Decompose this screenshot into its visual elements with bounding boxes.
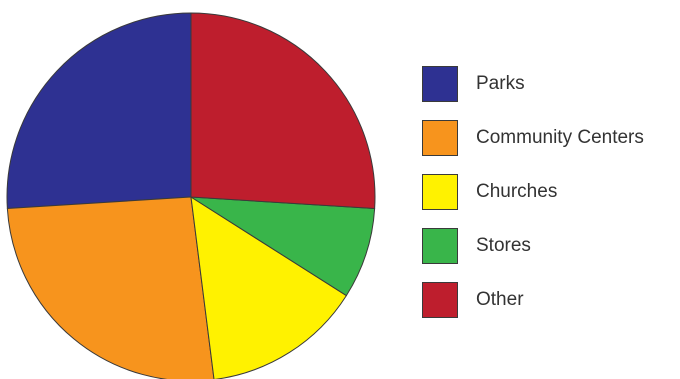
legend-item-parks: Parks: [422, 66, 644, 102]
legend-item-community-centers: Community Centers: [422, 120, 644, 156]
legend-swatch-parks: [422, 66, 458, 102]
legend-label-parks: Parks: [476, 73, 525, 94]
legend: Parks Community Centers Churches Stores …: [422, 66, 644, 336]
legend-item-stores: Stores: [422, 228, 644, 264]
pie-slice-other: [190, 12, 376, 210]
legend-swatch-other: [422, 282, 458, 318]
pie-slice-parks: [6, 12, 192, 210]
pie-slice-churches: [190, 196, 347, 379]
pie-slice-stores: [190, 196, 376, 297]
legend-label-other: Other: [476, 289, 524, 310]
legend-item-churches: Churches: [422, 174, 644, 210]
pie-chart: [6, 12, 376, 379]
legend-label-churches: Churches: [476, 181, 558, 202]
legend-label-community-centers: Community Centers: [476, 127, 644, 148]
legend-swatch-churches: [422, 174, 458, 210]
legend-swatch-community-centers: [422, 120, 458, 156]
legend-swatch-stores: [422, 228, 458, 264]
legend-label-stores: Stores: [476, 235, 531, 256]
pie-slice-community-centers: [6, 196, 215, 379]
legend-item-other: Other: [422, 282, 644, 318]
